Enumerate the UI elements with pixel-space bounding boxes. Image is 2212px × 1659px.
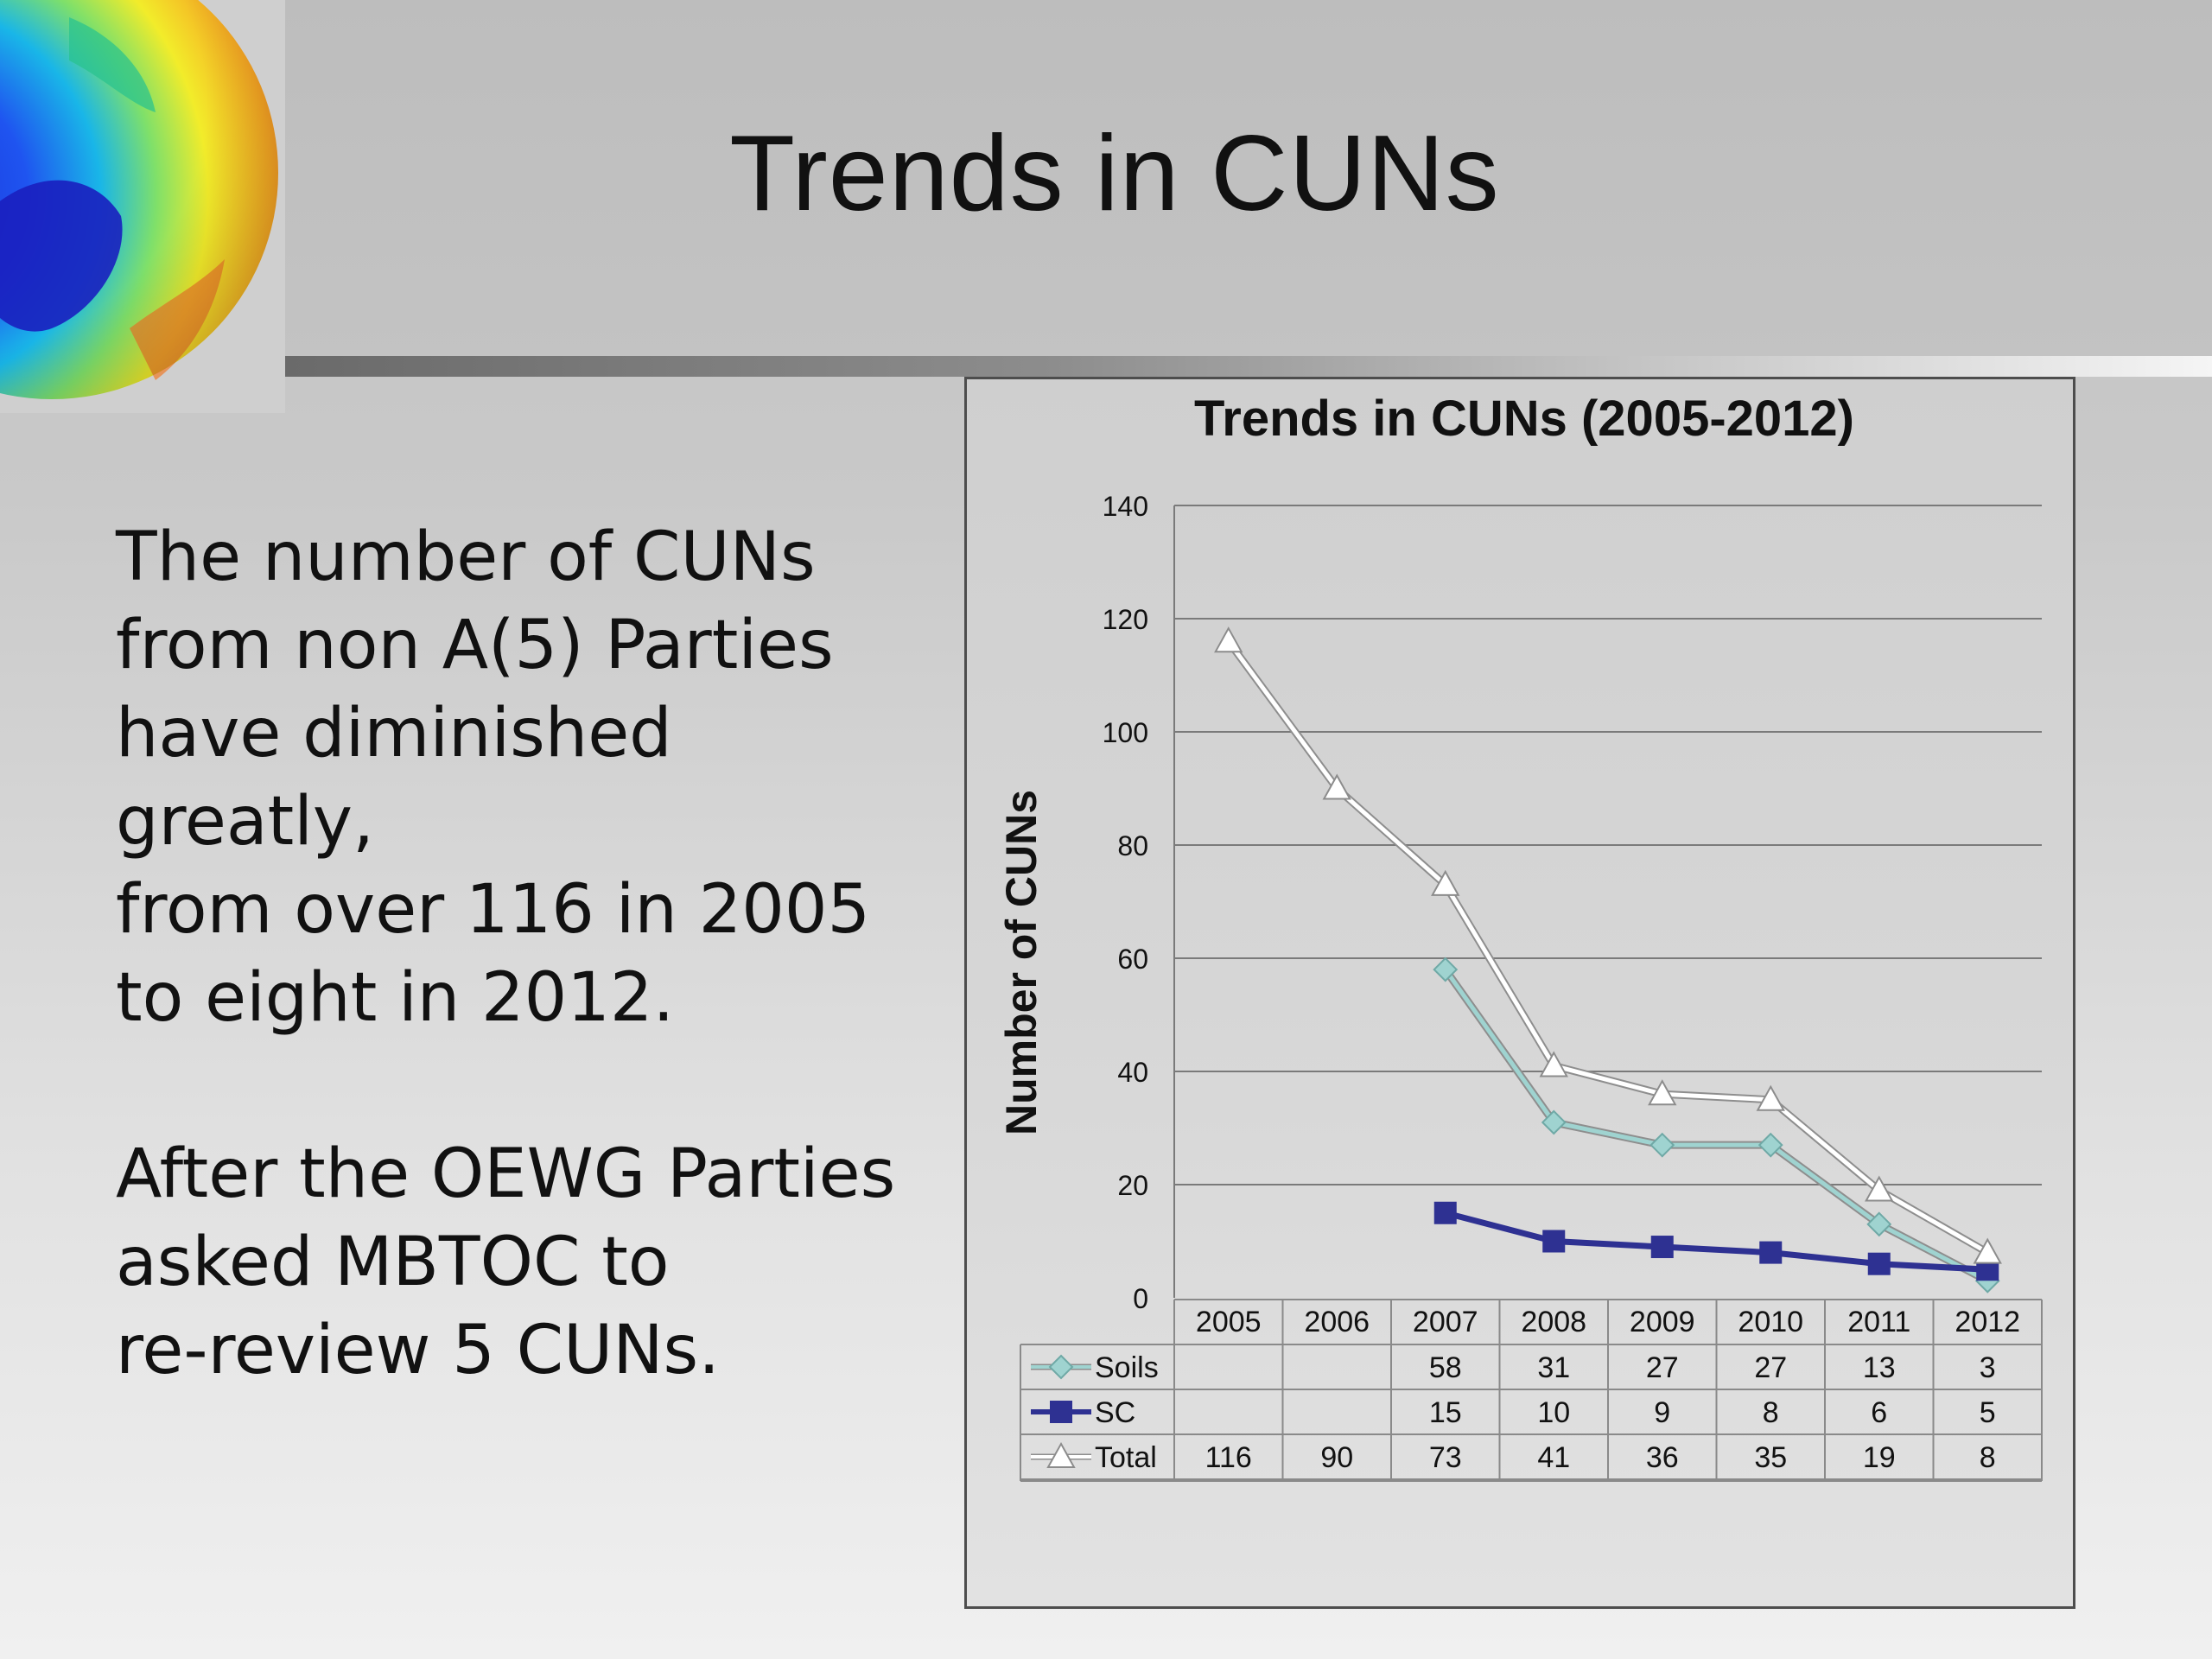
data-point-marker (1756, 1084, 1785, 1111)
y-tick-label: 100 (1103, 717, 1148, 748)
table-cell-value: 6 (1871, 1396, 1887, 1429)
data-point-marker (1433, 1201, 1457, 1224)
data-point-marker (1867, 1252, 1891, 1275)
table-cell-value: 15 (1429, 1396, 1462, 1429)
slide-body-text: The number of CUNs from non A(5) Parties… (116, 513, 945, 1395)
table-cell-value: 5 (1980, 1396, 1996, 1429)
slide-title: Trends in CUNs (729, 114, 1500, 233)
text-line: from over 116 in 2005 (116, 871, 871, 949)
data-point-marker (1322, 773, 1351, 800)
data-point-marker (1649, 1132, 1675, 1158)
data-point-marker (1973, 1237, 2002, 1264)
ozone-globe-image (0, 0, 285, 413)
table-cell-value: 58 (1429, 1351, 1462, 1384)
table-cell-value: 10 (1537, 1396, 1570, 1429)
data-point-marker (1048, 1354, 1074, 1380)
x-category-label: 2006 (1304, 1306, 1370, 1338)
title-underline-bar (285, 356, 2212, 377)
text-line: have diminished greatly, (116, 695, 672, 861)
table-cell-value: 27 (1754, 1351, 1787, 1384)
table-cell-value: 9 (1654, 1396, 1670, 1429)
table-cell-value: 116 (1205, 1441, 1252, 1474)
paragraph-cun-decline: The number of CUNs from non A(5) Parties… (116, 513, 945, 1042)
table-cell-value: 8 (1980, 1441, 1996, 1474)
table-cell-value: 13 (1863, 1351, 1896, 1384)
paragraph-oewg-review: After the OEWG Parties asked MBTOC to re… (116, 1130, 945, 1395)
data-point-marker (1050, 1401, 1072, 1423)
x-category-label: 2009 (1630, 1306, 1695, 1338)
table-cell-value: 31 (1537, 1351, 1570, 1384)
data-point-marker (1431, 869, 1460, 896)
trends-chart: Trends in CUNs (2005-2012) Number of CUN… (997, 391, 2043, 1482)
data-point-marker (1866, 1211, 1892, 1237)
table-cell-value: 8 (1763, 1396, 1779, 1429)
x-category-label: 2010 (1738, 1306, 1803, 1338)
legend-label-sc: SC (1095, 1396, 1135, 1429)
y-tick-label: 140 (1103, 491, 1148, 522)
y-tick-label: 20 (1117, 1170, 1148, 1201)
table-cell-value: 73 (1429, 1441, 1462, 1474)
text-line: The number of CUNs (116, 518, 816, 596)
table-cell-value: 41 (1537, 1441, 1570, 1474)
data-point-marker (1046, 1441, 1076, 1468)
table-cell-value: 36 (1646, 1441, 1679, 1474)
chart-title: Trends in CUNs (2005-2012) (1194, 391, 1854, 447)
x-category-label: 2011 (1847, 1306, 1910, 1338)
data-point-marker (1650, 1236, 1674, 1259)
data-point-marker (1214, 626, 1243, 653)
legend-label-total: Total (1095, 1441, 1157, 1474)
text-line: from non A(5) Parties (116, 607, 834, 684)
data-point-marker (1433, 957, 1459, 982)
series-line-outline-total (1225, 639, 1990, 1256)
series-line-total (1226, 639, 1989, 1255)
text-line: asked MBTOC to (116, 1224, 670, 1301)
table-cell-value: 3 (1980, 1351, 1996, 1384)
y-tick-label: 0 (1133, 1283, 1148, 1314)
legend-label-soils: Soils (1095, 1351, 1159, 1384)
chart-panel: Trends in CUNs (2005-2012) Number of CUN… (964, 377, 2075, 1609)
x-category-label: 2005 (1196, 1306, 1262, 1338)
table-cell-value: 35 (1754, 1441, 1787, 1474)
text-line: re-review 5 CUNs. (116, 1312, 720, 1389)
text-line: to eight in 2012. (116, 959, 675, 1037)
table-cell-value: 90 (1320, 1441, 1353, 1474)
table-cell-value: 27 (1646, 1351, 1679, 1384)
y-tick-label: 40 (1117, 1057, 1148, 1088)
series-line-soils (1443, 968, 1989, 1283)
data-point-marker (1865, 1175, 1894, 1202)
table-cell-value: 19 (1863, 1441, 1896, 1474)
data-point-marker (1539, 1051, 1568, 1077)
y-tick-label: 80 (1117, 830, 1148, 861)
y-axis-label: Number of CUNs (997, 790, 1046, 1135)
data-point-marker (1648, 1079, 1677, 1106)
data-point-marker (1541, 1109, 1567, 1135)
series-line-sc (1444, 1210, 1988, 1273)
y-tick-label: 120 (1103, 604, 1148, 635)
text-line: After the OEWG Parties (116, 1135, 896, 1213)
data-point-marker (1542, 1230, 1566, 1253)
data-point-marker (1759, 1241, 1783, 1264)
x-category-label: 2012 (1955, 1306, 2020, 1338)
x-category-label: 2008 (1521, 1306, 1586, 1338)
y-tick-label: 60 (1117, 944, 1148, 975)
data-point-marker (1758, 1132, 1783, 1158)
x-category-label: 2007 (1413, 1306, 1478, 1338)
slide-header (0, 0, 2212, 359)
